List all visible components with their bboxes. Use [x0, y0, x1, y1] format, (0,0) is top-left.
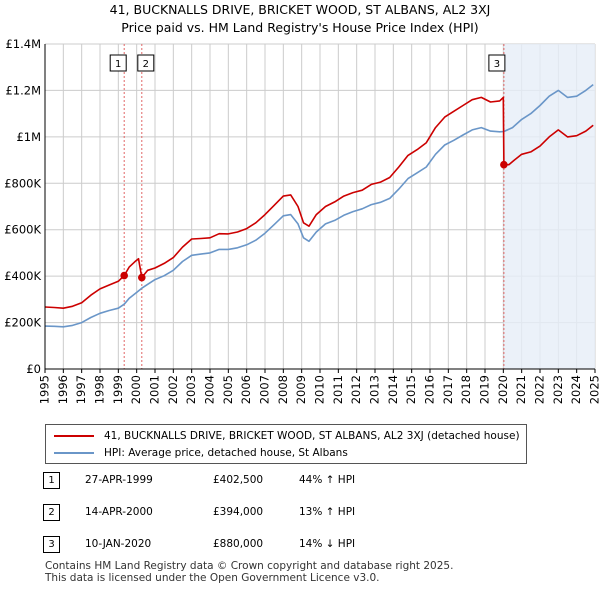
sale-hpi-diff: 44% ↑ HPI: [299, 474, 356, 486]
x-tick-label: 1995: [38, 375, 52, 404]
price-chart: 1 2 3 £0 £200K £400K £600K £800K £1M £1.2M £1.4M 1…: [4, 37, 600, 404]
property-line-swatch: [54, 435, 94, 437]
x-tick-label: 2010: [313, 375, 327, 404]
x-tick-label: 2011: [331, 375, 345, 404]
x-tick-label: 2006: [239, 375, 253, 404]
sale-number: 1: [43, 472, 60, 489]
sale-marker-box: [488, 54, 506, 72]
y-tick-label: £600K: [4, 223, 41, 237]
x-tick-label: 2025: [588, 375, 600, 404]
x-tick-label: 2016: [423, 375, 437, 404]
sale-marker-box: [137, 54, 155, 72]
sale-row: 2 14-APR-2000 £394,000 13% ↑ HPI: [43, 504, 543, 524]
sale-price: £880,000: [213, 538, 264, 550]
x-tick-label: 2009: [294, 375, 308, 404]
sale-date: 27-APR-1999: [85, 474, 153, 486]
y-tick-label: £1.2M: [5, 83, 41, 97]
legend-item-property: 41, BUCKNALLS DRIVE, BRICKET WOOD, ST AL…: [54, 428, 520, 444]
shaded-range: [503, 44, 595, 369]
sale-marker-label: 1: [115, 59, 121, 70]
footer: Contains HM Land Registry data © Crown c…: [45, 560, 453, 584]
x-tick-label: 2007: [258, 375, 272, 404]
sale-date: 10-JAN-2020: [85, 538, 152, 550]
chart-legend: 41, BUCKNALLS DRIVE, BRICKET WOOD, ST AL…: [45, 424, 527, 464]
hpi-line: [44, 83, 594, 328]
x-tick-label: 2008: [276, 375, 290, 404]
sale-row: 1 27-APR-1999 £402,500 44% ↑ HPI: [43, 472, 543, 492]
x-tick-label: 2001: [148, 375, 162, 404]
sale-number: 3: [43, 536, 60, 553]
x-tick-label: 2000: [129, 375, 143, 404]
sale-marker-box: [109, 54, 127, 72]
sale-hpi-diff: 13% ↑ HPI: [299, 506, 356, 518]
sale-point: [120, 271, 128, 280]
hpi-line-swatch: [54, 452, 94, 454]
x-tick-label: 2014: [386, 375, 400, 404]
x-tick-label: 2005: [221, 375, 235, 404]
x-tick-label: 2017: [441, 375, 455, 404]
y-tick-label: £400K: [4, 269, 41, 283]
sale-row: 3 10-JAN-2020 £880,000 14% ↓ HPI: [43, 536, 543, 556]
chart-subtitle: Price paid vs. HM Land Registry's House …: [121, 20, 479, 35]
legend-property-label: 41, BUCKNALLS DRIVE, BRICKET WOOD, ST AL…: [104, 430, 520, 442]
y-tick-label: £0: [26, 362, 41, 376]
x-tick-label: 2022: [533, 375, 547, 404]
x-tick-label: 2012: [349, 375, 363, 404]
footer-copyright: Contains HM Land Registry data © Crown c…: [45, 560, 454, 572]
chart-title: 41, BUCKNALLS DRIVE, BRICKET WOOD, ST AL…: [109, 2, 491, 17]
y-tick-label: £200K: [4, 316, 41, 330]
x-tick-label: 2004: [203, 375, 217, 404]
y-tick-label: £800K: [4, 176, 41, 190]
x-tick-label: 2018: [459, 375, 473, 404]
sale-price: £394,000: [213, 506, 264, 518]
sale-point: [138, 273, 146, 282]
x-tick-label: 2023: [551, 375, 565, 404]
sale-number: 2: [43, 504, 60, 521]
x-tick-label: 2024: [569, 375, 583, 404]
property-price-line: [44, 96, 594, 309]
x-tick-label: 2021: [514, 375, 528, 404]
sale-date: 14-APR-2000: [85, 506, 153, 518]
sale-marker-label: 3: [494, 59, 500, 70]
x-tick-label: 2003: [184, 375, 198, 404]
x-tick-label: 1996: [56, 375, 70, 404]
x-tick-label: 1999: [111, 375, 125, 404]
x-tick-label: 1997: [74, 375, 88, 404]
y-tick-label: £1M: [16, 130, 41, 144]
x-tick-label: 1998: [93, 375, 107, 404]
sale-hpi-diff: 14% ↓ HPI: [299, 538, 356, 550]
y-tick-label: £1.4M: [5, 37, 41, 51]
sale-marker-label: 2: [143, 59, 149, 70]
x-tick-label: 2015: [404, 375, 418, 404]
sale-point: [500, 160, 508, 169]
x-tick-label: 2019: [478, 375, 492, 404]
footer-licence: This data is licensed under the Open Gov…: [45, 572, 380, 584]
legend-hpi-label: HPI: Average price, detached house, St A…: [104, 447, 348, 459]
legend-item-hpi: HPI: Average price, detached house, St A…: [54, 445, 348, 461]
x-tick-label: 2013: [368, 375, 382, 404]
sale-price: £402,500: [213, 474, 264, 486]
x-tick-label: 2020: [496, 375, 510, 404]
x-tick-label: 2002: [166, 375, 180, 404]
